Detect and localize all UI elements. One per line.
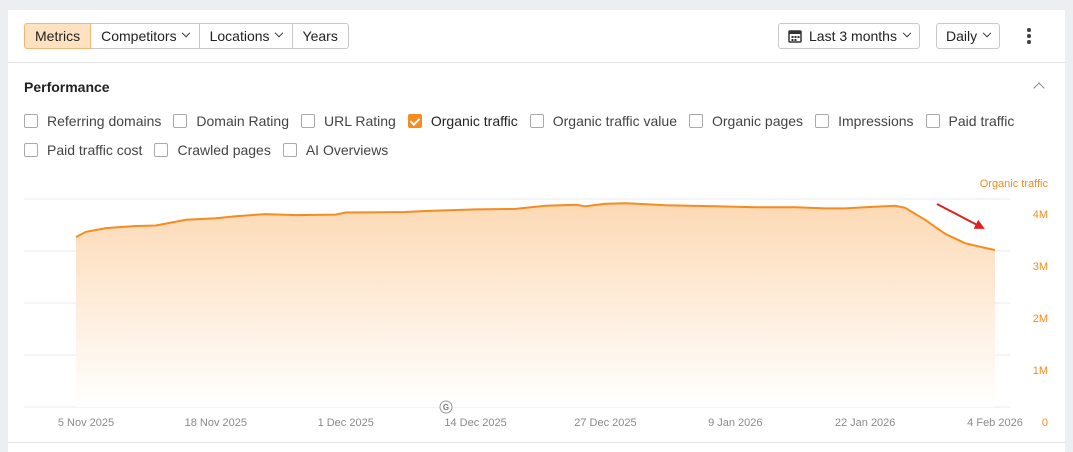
metric-checkbox[interactable]: URL Rating — [301, 111, 396, 131]
metric-label: AI Overviews — [305, 142, 389, 158]
tab-label: Locations — [209, 28, 270, 44]
metric-label: Paid traffic cost — [47, 142, 143, 158]
metric-checkbox[interactable]: Referring domains — [24, 111, 161, 131]
checkbox — [24, 143, 38, 157]
checkbox — [173, 114, 188, 128]
checkbox — [529, 114, 544, 128]
metric-checkbox[interactable]: Organic traffic value — [529, 111, 677, 131]
metric-checkbox[interactable]: AI Overviews — [282, 140, 389, 160]
checkbox — [154, 143, 169, 157]
metric-list: Referring domains Domain Rating URL Rating… — [24, 111, 1064, 160]
metric-label: Organic pages — [712, 113, 804, 129]
checkbox — [24, 114, 38, 128]
section-title: Performance — [24, 79, 110, 95]
caret — [902, 28, 912, 38]
tab-label: Metrics — [35, 28, 81, 44]
tab-label: Years — [302, 28, 338, 44]
divider — [8, 442, 1065, 443]
tab[interactable]: Locations — [198, 23, 293, 49]
metric-checkbox[interactable]: Domain Rating — [173, 111, 289, 131]
calendar-icon — [788, 30, 802, 43]
checkbox — [407, 114, 422, 128]
checkbox — [925, 114, 940, 128]
checkbox — [282, 143, 297, 157]
metric-checkbox[interactable]: Paid traffic cost — [24, 140, 142, 160]
metric-checkbox[interactable]: Organic pages — [689, 111, 803, 131]
metric-label: Referring domains — [47, 113, 162, 129]
metric-label: Crawled pages — [177, 142, 271, 158]
toolbar: Metrics Competitors Locations Years Last 3 … — [8, 10, 1065, 63]
metric-label: Organic traffic value — [552, 113, 677, 129]
metric-checkbox[interactable]: Organic traffic — [407, 111, 518, 131]
tab[interactable]: Metrics — [24, 23, 92, 49]
tab-label: Competitors — [101, 28, 177, 44]
checkbox — [301, 114, 315, 128]
metric-checkbox[interactable]: Impressions — [815, 111, 914, 131]
collapse-toggle[interactable] — [1033, 82, 1045, 94]
metric-label: Domain Rating — [196, 113, 289, 129]
metric-checkbox[interactable]: Paid traffic — [925, 111, 1015, 131]
metric-checkbox[interactable]: Crawled pages — [154, 140, 271, 160]
metric-label: URL Rating — [324, 113, 396, 129]
granularity-label: Daily — [946, 28, 978, 44]
metric-label: Paid traffic — [948, 113, 1015, 129]
panel: Metrics Competitors Locations Years Last 3 … — [8, 10, 1065, 452]
more-menu[interactable] — [1027, 28, 1031, 46]
caret — [274, 28, 283, 38]
date-range-label: Last 3 months — [809, 28, 897, 44]
caret — [181, 28, 190, 38]
metric-label: Impressions — [838, 113, 914, 129]
tab[interactable]: Years — [291, 23, 349, 49]
granularity-button[interactable]: Daily — [936, 23, 1001, 49]
tab-group: Metrics Competitors Locations Years — [24, 23, 349, 49]
metric-label: Organic traffic — [430, 113, 518, 129]
checkbox — [689, 114, 703, 128]
tab[interactable]: Competitors — [90, 23, 200, 49]
date-range-button[interactable]: Last 3 months — [778, 23, 920, 49]
checkbox — [815, 114, 830, 128]
caret — [982, 28, 992, 38]
